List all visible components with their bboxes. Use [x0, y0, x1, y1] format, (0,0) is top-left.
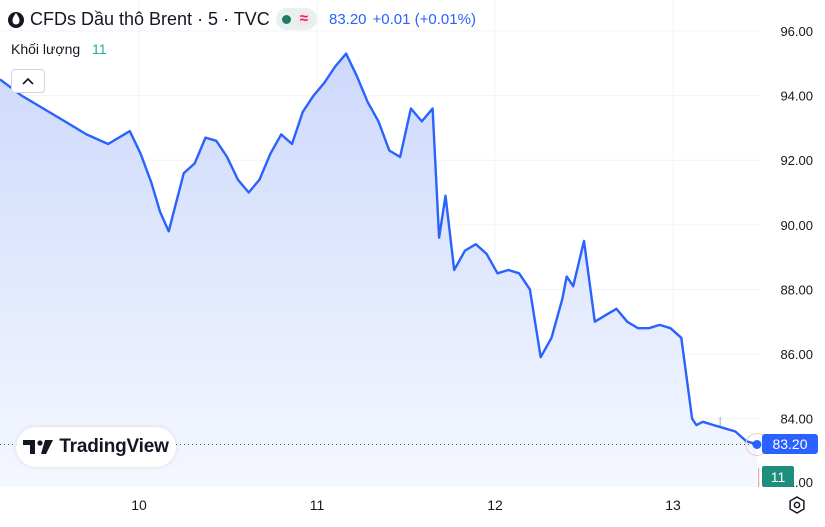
- price-line: [0, 52, 758, 446]
- volume-value: 11: [92, 41, 107, 57]
- price-tick-label: 92.00: [780, 153, 813, 168]
- date-tick-label: 11: [310, 497, 325, 513]
- price-tick-label: 88.00: [780, 282, 813, 297]
- chart-settings-button[interactable]: [786, 494, 808, 516]
- price-tick-label: 90.00: [780, 218, 813, 233]
- price-tick-label: 86.00: [780, 347, 813, 362]
- chevron-up-icon: [22, 77, 34, 85]
- price-tick-label: 96.00: [780, 24, 813, 39]
- collapse-legend-button[interactable]: [11, 69, 45, 93]
- date-tick-label: 10: [131, 497, 147, 513]
- symbol-title[interactable]: CFDs Dầu thô Brent · 5 · TVC: [30, 8, 270, 29]
- gear-icon: [789, 496, 805, 514]
- volume-label: Khối lượng: [11, 41, 81, 57]
- oil-drop-icon: [8, 12, 24, 28]
- wave-icon: ≈: [296, 11, 311, 26]
- volume-indicator-legend[interactable]: Khối lượng 11: [11, 41, 107, 57]
- price-tick-label: 94.00: [780, 89, 813, 104]
- market-open-dot-icon: [281, 14, 291, 24]
- last-price-value: 83.20: [328, 10, 367, 28]
- chart-header: CFDs Dầu thô Brent · 5 · TVC ≈ 83.20 +0.…: [8, 8, 476, 30]
- volume-bar: [758, 467, 760, 487]
- market-status-pill[interactable]: ≈: [275, 8, 317, 30]
- time-axis: 10 11 12 13: [131, 497, 681, 513]
- tradingview-logo-icon: [23, 440, 54, 454]
- date-tick-label: 12: [487, 497, 503, 513]
- price-area-fill: [0, 53, 757, 487]
- tradingview-logo[interactable]: TradingView: [16, 427, 176, 467]
- volume-axis-badge: 11: [762, 466, 794, 487]
- current-price-label: 83.20: [762, 434, 818, 454]
- last-price-dot: [752, 439, 762, 449]
- date-tick-label: 13: [665, 497, 681, 513]
- tradingview-logo-text: TradingView: [59, 436, 169, 457]
- price-tick-label: 84.00: [780, 412, 813, 427]
- price-change-value: +0.01 (+0.01%): [372, 10, 476, 28]
